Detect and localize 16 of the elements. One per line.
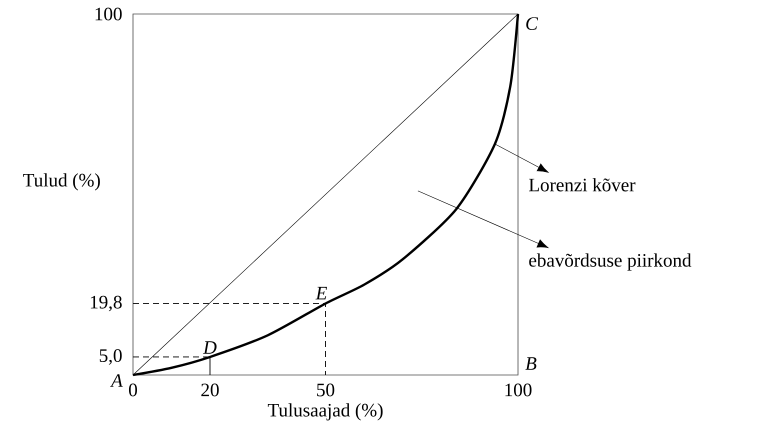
x-axis-title: Tulusaajad (%): [268, 403, 383, 420]
text: B: [525, 357, 536, 370]
x-tick-label: 0: [128, 384, 138, 396]
y-tick-label: 19,8: [90, 296, 122, 312]
y-tick-label: 100: [96, 8, 122, 20]
annotation: E: [315, 286, 327, 300]
text: ebavõrdsuse piirkond: [529, 253, 692, 271]
y-tick-label: 5,0: [100, 349, 122, 365]
annotation: C: [526, 17, 538, 30]
x-tick-label: 100: [505, 384, 532, 396]
x-tick-label: 20: [201, 384, 219, 396]
y-axis-title: Tulud (%): [23, 173, 100, 190]
annotation: D: [202, 341, 217, 354]
annotation: Lorenzi kõver: [528, 178, 636, 192]
x-tick-label: 50: [317, 384, 334, 396]
annotation: A: [110, 374, 123, 387]
